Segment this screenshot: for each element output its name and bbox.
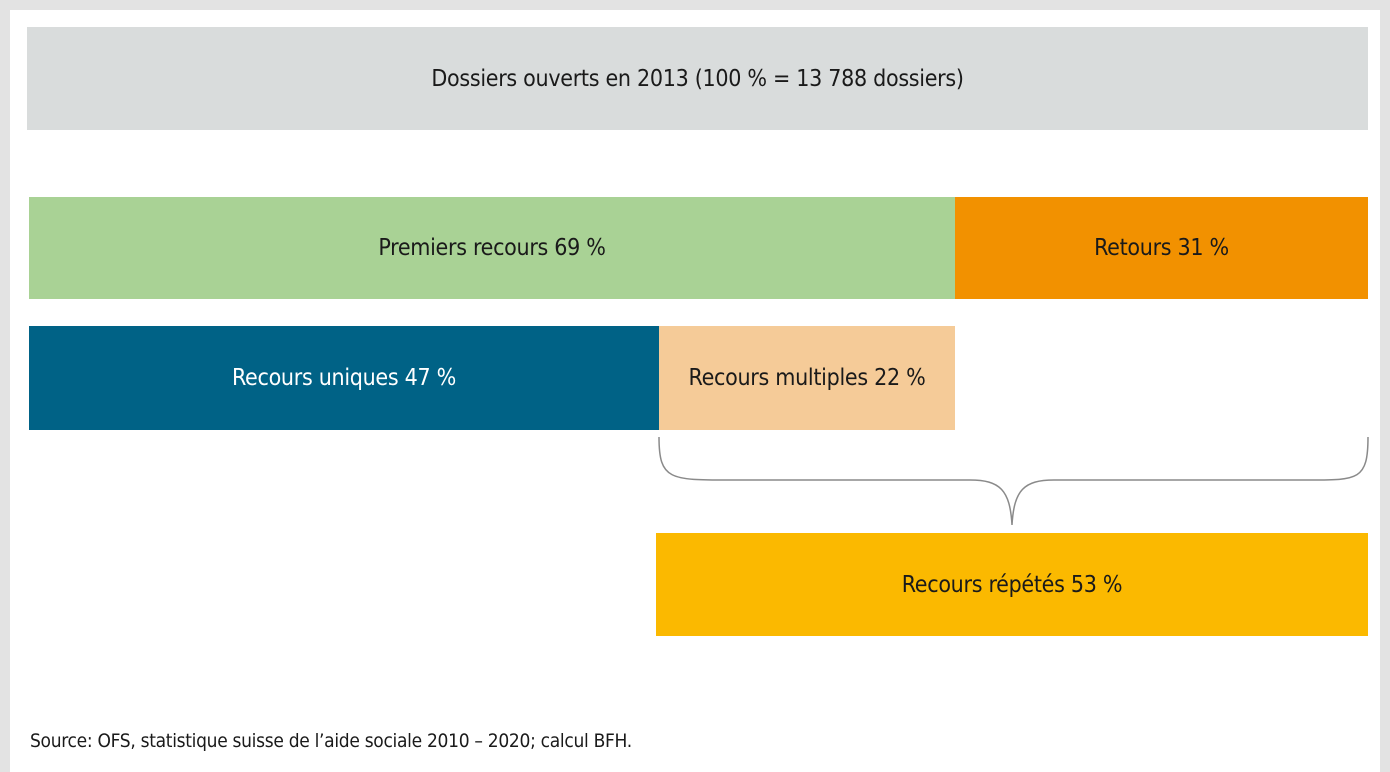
source-note: Source: OFS, statistique suisse de l’aid…: [30, 730, 632, 752]
returns-label: Retours 31 %: [1094, 235, 1229, 261]
first-label: Premiers recours 69 %: [378, 235, 606, 261]
repeated-box: Recours répétés 53 %: [656, 533, 1368, 636]
header-title: Dossiers ouverts en 2013 (100 % = 13 788…: [431, 65, 964, 92]
multiple-box: Recours multiples 22 %: [659, 326, 955, 430]
brace: [658, 436, 1369, 526]
unique-box: Recours uniques 47 %: [29, 326, 659, 430]
returns-box: Retours 31 %: [955, 197, 1368, 299]
first-box: Premiers recours 69 %: [29, 197, 955, 299]
multiple-label: Recours multiples 22 %: [688, 365, 926, 391]
panel: Dossiers ouverts en 2013 (100 % = 13 788…: [10, 10, 1380, 772]
brace-path: [658, 436, 1369, 526]
header-box: Dossiers ouverts en 2013 (100 % = 13 788…: [27, 27, 1368, 130]
repeated-label: Recours répétés 53 %: [901, 571, 1123, 598]
unique-label: Recours uniques 47 %: [232, 365, 456, 391]
